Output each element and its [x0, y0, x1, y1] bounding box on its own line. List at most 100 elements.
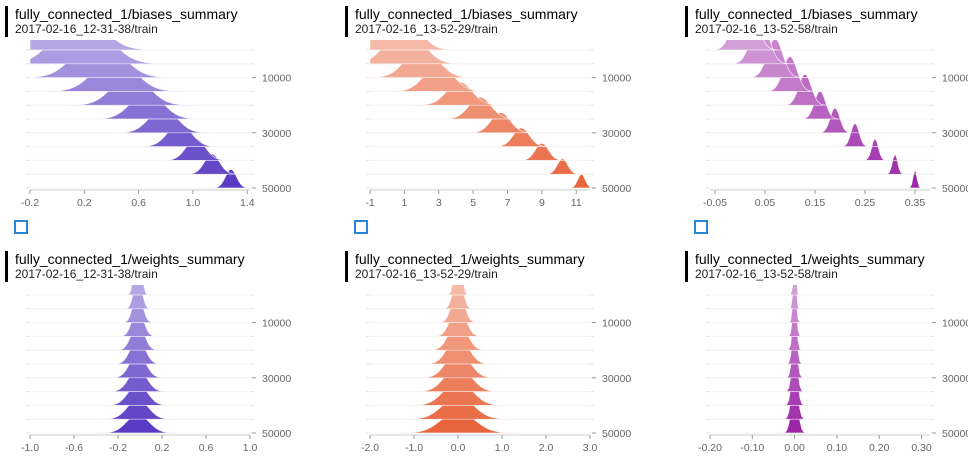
- x-tick-label: -0.10: [740, 442, 764, 454]
- y-tick-label: 30000: [262, 128, 291, 140]
- histogram-ridge: [370, 318, 590, 351]
- x-tick-label: 1: [401, 197, 407, 209]
- histogram-ridge: [710, 335, 930, 379]
- histogram-chart: -0.2 0.2 0.6 1.0 1.4 10000 30000 50000: [21, 40, 291, 209]
- x-tick-label: -0.6: [65, 442, 83, 454]
- histogram-ridge: [370, 112, 590, 134]
- histogram-ridge: [30, 169, 251, 189]
- x-tick-label: -0.05: [703, 197, 727, 209]
- histogram-ridge: [710, 307, 930, 351]
- y-tick-label: 50000: [942, 183, 968, 195]
- histogram-ridge: [710, 168, 930, 189]
- histogram-ridge: [710, 285, 930, 310]
- x-tick-label: 0.10: [827, 442, 848, 454]
- x-tick-label: 3.0: [583, 442, 598, 454]
- histogram-card: fully_connected_1/biases_summary 2017-02…: [680, 0, 968, 234]
- x-tick-label: -0.20: [698, 442, 722, 454]
- histogram-ridge: [370, 285, 590, 296]
- histogram-ridge: [370, 364, 590, 392]
- histogram-chart: -2.0 -1.0 0.0 1.0 2.0 3.0 10000 30000 50000: [361, 285, 631, 454]
- y-tick-label: 50000: [602, 183, 631, 195]
- y-tick-label: 30000: [942, 128, 968, 140]
- histogram-chart: -1.0 -0.6 -0.2 0.2 0.6 1.0 10000 30000 50000: [21, 285, 291, 454]
- histogram-ridge: [710, 321, 930, 365]
- x-tick-label: 1.4: [240, 197, 255, 209]
- card-header: fully_connected_1/weights_summary 2017-0…: [345, 251, 585, 282]
- histogram-ridge: [710, 107, 930, 134]
- card-header: fully_connected_1/biases_summary 2017-02…: [345, 6, 578, 37]
- histogram-ridge: [710, 362, 930, 406]
- histogram-ridge: [370, 410, 590, 434]
- card-header: fully_connected_1/biases_summary 2017-02…: [5, 6, 238, 37]
- card-run-label: 2017-02-16_12-31-38/train: [15, 22, 158, 36]
- histogram-ridge: [370, 173, 591, 189]
- expand-icon[interactable]: [14, 220, 28, 234]
- histogram-ridge: [710, 285, 930, 296]
- x-tick-label: 9: [539, 197, 545, 209]
- histogram-ridge: [30, 122, 250, 147]
- card-title: fully_connected_1/weights_summary: [695, 251, 925, 267]
- x-tick-label: 0.30: [911, 442, 932, 454]
- histogram-ridge: [710, 294, 930, 337]
- histogram-ridge: [710, 285, 930, 323]
- x-tick-label: 1.0: [495, 442, 510, 454]
- card-title: fully_connected_1/weights_summary: [15, 251, 245, 267]
- card-run-label: 2017-02-16_13-52-29/train: [355, 22, 498, 36]
- y-tick-label: 10000: [262, 73, 291, 85]
- histogram-ridge: [30, 153, 250, 175]
- x-tick-label: -0.2: [21, 197, 39, 209]
- histogram-ridge: [30, 107, 250, 134]
- x-tick-label: 0.2: [155, 442, 170, 454]
- x-tick-label: -1: [365, 197, 374, 209]
- x-tick-label: 3: [436, 197, 442, 209]
- histogram-card: fully_connected_1/biases_summary 2017-02…: [0, 0, 300, 234]
- x-tick-label: 0.25: [855, 197, 876, 209]
- histogram-ridge: [710, 389, 930, 434]
- card-run-label: 2017-02-16_13-52-29/train: [355, 267, 498, 281]
- card-title: fully_connected_1/biases_summary: [695, 6, 918, 22]
- histogram-ridge: [710, 153, 930, 175]
- histogram-ridge: [30, 138, 250, 161]
- histogram-ridge: [30, 285, 250, 310]
- histogram-ridge: [370, 158, 590, 175]
- x-tick-label: 0.6: [199, 442, 214, 454]
- y-tick-label: 10000: [942, 318, 968, 330]
- card-run-label: 2017-02-16_13-52-58/train: [695, 22, 838, 36]
- histogram-ridge: [710, 348, 930, 392]
- histogram-chart: -1 1 3 5 7 9 11 10000 30000 50000: [365, 40, 631, 209]
- histogram-ridge: [370, 287, 590, 323]
- x-tick-label: 0.6: [131, 197, 146, 209]
- histogram-card: fully_connected_1/weights_summary 2017-0…: [340, 245, 640, 475]
- card-run-label: 2017-02-16_12-31-38/train: [15, 267, 158, 281]
- histogram-ridge: [370, 380, 590, 406]
- card-title: fully_connected_1/biases_summary: [15, 6, 238, 22]
- y-tick-label: 30000: [602, 373, 631, 385]
- histogram-chart: -0.05 0.05 0.15 0.25 0.35 10000 30000 50000: [703, 40, 968, 209]
- x-tick-label: 0.15: [805, 197, 826, 209]
- histogram-ridge: [709, 40, 930, 51]
- x-tick-label: 5: [470, 197, 476, 209]
- card-title: fully_connected_1/weights_summary: [355, 251, 585, 267]
- histogram-ridge: [30, 285, 250, 296]
- x-tick-label: 0.00: [784, 442, 805, 454]
- y-tick-label: 50000: [262, 183, 291, 195]
- x-tick-label: 0.0: [451, 442, 466, 454]
- expand-icon[interactable]: [354, 220, 368, 234]
- histogram-ridge: [370, 303, 590, 337]
- y-tick-label: 30000: [602, 128, 631, 140]
- expand-icon[interactable]: [694, 220, 708, 234]
- x-tick-label: -1.0: [21, 442, 39, 454]
- x-tick-label: 1.0: [243, 442, 258, 454]
- x-tick-label: -2.0: [361, 442, 379, 454]
- y-tick-label: 10000: [942, 73, 968, 85]
- histogram-ridge: [370, 96, 590, 120]
- histogram-ridge: [710, 375, 930, 420]
- x-tick-label: 7: [505, 197, 511, 209]
- histogram-ridge: [370, 349, 590, 379]
- histogram-ridge: [710, 40, 930, 78]
- x-tick-label: 0.2: [77, 197, 92, 209]
- x-tick-label: 11: [571, 197, 582, 209]
- y-tick-label: 30000: [262, 373, 291, 385]
- histogram-ridge: [370, 63, 590, 92]
- y-tick-label: 50000: [262, 428, 291, 440]
